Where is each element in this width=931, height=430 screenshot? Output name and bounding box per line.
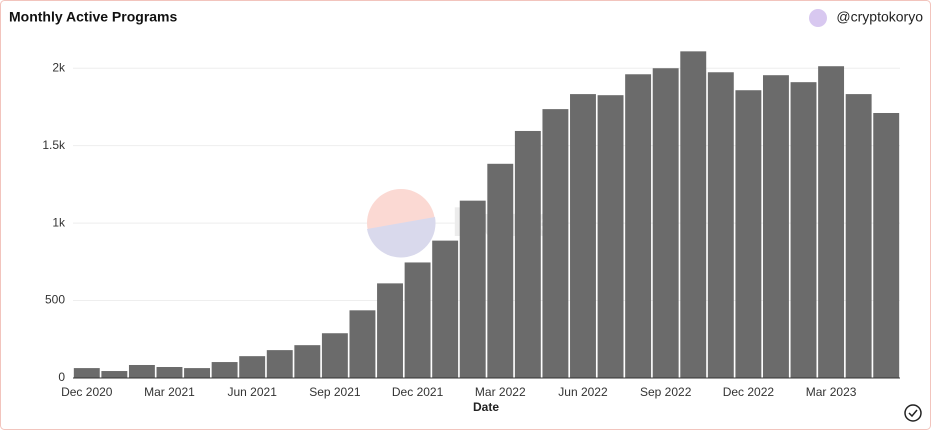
x-tick-label: Jun 2022 xyxy=(558,385,608,399)
y-tick-label: 0 xyxy=(58,370,65,384)
bar xyxy=(377,283,403,378)
x-tick-label: Mar 2021 xyxy=(144,385,195,399)
x-tick-label: Jun 2021 xyxy=(227,385,277,399)
bar xyxy=(321,333,348,378)
bar xyxy=(432,240,459,378)
bar xyxy=(597,95,624,379)
y-tick-label: 1k xyxy=(52,215,66,229)
bar xyxy=(762,75,789,378)
bar xyxy=(652,68,679,379)
bar xyxy=(514,130,541,378)
x-tick-label: Mar 2022 xyxy=(475,385,526,399)
status-icon xyxy=(904,404,922,422)
bar xyxy=(487,163,514,378)
bar xyxy=(101,371,128,378)
x-axis-title: Date xyxy=(473,400,499,414)
bar xyxy=(570,94,596,378)
bar xyxy=(349,310,376,378)
bar xyxy=(735,90,762,378)
y-tick-label: 1.5k xyxy=(42,138,66,152)
bar xyxy=(73,368,100,378)
x-tick-label: Dec 2021 xyxy=(392,385,444,399)
x-tick-label: Sep 2022 xyxy=(640,385,692,399)
y-tick-label: 2k xyxy=(52,60,66,74)
bar xyxy=(790,82,817,379)
bar xyxy=(707,72,734,379)
status-check xyxy=(908,409,918,418)
bar xyxy=(680,51,707,379)
bar xyxy=(459,200,486,378)
bar xyxy=(128,364,155,378)
author: @cryptokoryo xyxy=(836,9,923,25)
avatar xyxy=(809,9,827,27)
chart-title: Monthly Active Programs xyxy=(9,9,178,25)
bar xyxy=(156,367,183,378)
bar xyxy=(542,109,569,378)
bar xyxy=(625,74,652,379)
bar xyxy=(845,94,872,378)
x-tick-label: Dec 2020 xyxy=(61,385,113,399)
bar xyxy=(404,262,431,378)
x-tick-label: Mar 2023 xyxy=(806,385,857,399)
bar xyxy=(184,368,211,378)
bar xyxy=(211,362,238,378)
bar xyxy=(239,356,266,378)
bar xyxy=(294,345,321,378)
bar xyxy=(818,66,845,379)
bar xyxy=(873,112,900,378)
x-tick-label: Dec 2022 xyxy=(723,385,775,399)
x-tick-label: Sep 2021 xyxy=(309,385,361,399)
bar xyxy=(266,350,293,378)
y-tick-label: 500 xyxy=(45,293,65,307)
